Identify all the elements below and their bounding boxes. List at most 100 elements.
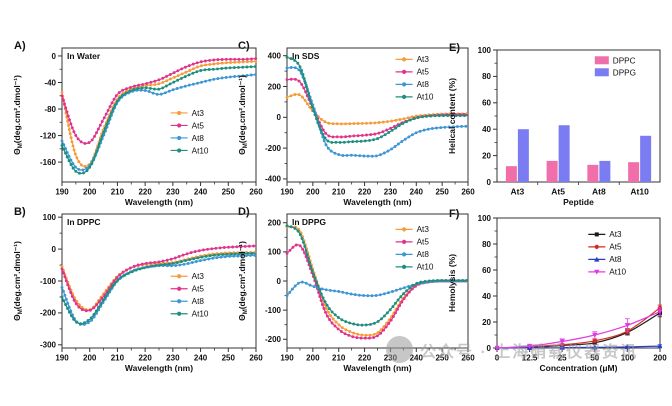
svg-text:0: 0 [495,354,500,363]
svg-text:-200: -200 [40,309,57,318]
svg-text:At5: At5 [609,243,622,252]
panel-label-b: B) [14,206,26,218]
svg-text:230: 230 [166,188,180,197]
svg-text:240: 240 [410,354,424,363]
svg-text:190: 190 [55,188,69,197]
svg-text:40: 40 [482,292,491,301]
svg-text:In DPPG: In DPPG [292,217,326,227]
svg-text:ΘM(deg.cm².dmol⁻¹): ΘM(deg.cm².dmol⁻¹) [237,241,249,321]
svg-text:250: 250 [435,188,449,197]
svg-text:-100: -100 [40,277,57,286]
svg-text:80: 80 [482,72,491,81]
svg-text:ΘM(deg.cm².dmol⁻¹): ΘM(deg.cm².dmol⁻¹) [237,75,249,155]
svg-text:Wavelength (nm): Wavelength (nm) [343,197,411,207]
series-At3 [60,59,258,168]
svg-text:250: 250 [222,354,236,363]
panel-label-a: A) [14,40,26,52]
svg-text:190: 190 [280,188,294,197]
svg-text:At5: At5 [192,121,205,130]
svg-text:210: 210 [111,354,125,363]
svg-text:220: 220 [138,354,152,363]
series-At10 [285,224,469,327]
bar-DPPG-At8 [599,160,611,182]
bar-DPPG-At10 [640,135,652,182]
svg-text:0: 0 [487,178,492,187]
series-At10 [60,65,257,175]
svg-text:ΘM(deg.cm².dmol⁻¹): ΘM(deg.cm².dmol⁻¹) [12,241,24,321]
bar-DPPG-At3 [517,129,529,182]
svg-text:At3: At3 [417,55,430,64]
svg-text:20: 20 [482,151,491,160]
svg-text:210: 210 [111,188,125,197]
svg-text:250: 250 [222,188,236,197]
legend: At3 At5 At8 At10 [588,230,627,277]
svg-text:At8: At8 [192,134,205,143]
bar-DPPC-At3 [505,166,517,182]
panel-label-c: C) [238,40,250,52]
chart-cd-in-dppc: 100 0 -100 -200 -300 In DPPC Wavelength (nm) ΘM… [12,213,263,373]
legend: At3 At5 At8 At10 [395,225,434,272]
series-At5 [60,244,257,313]
series-At10 [495,307,662,350]
svg-text:0: 0 [52,52,57,61]
svg-text:-120: -120 [40,131,57,140]
chart-helical-content-bars: 0 20 40 60 80 100 Peptide Helical content (%) At… [447,46,661,207]
svg-text:At10: At10 [417,263,434,272]
series-At8 [495,343,662,350]
series-At10 [285,55,468,144]
legend: At3 At5 At8 At10 [170,272,209,319]
bar-DPPC-At8 [587,164,599,182]
bar-DPPG-At5 [558,125,570,182]
legend: At3 At5 At8 At10 [395,55,434,102]
svg-text:220: 220 [358,354,372,363]
svg-text:200: 200 [306,354,320,363]
svg-text:At5: At5 [417,238,430,247]
svg-text:200: 200 [306,188,320,197]
svg-text:60: 60 [482,99,491,108]
svg-text:400: 400 [268,52,282,61]
svg-text:-400: -400 [265,175,282,184]
svg-text:-200: -200 [265,144,282,153]
svg-text:ΘM(deg.cm².dmol⁻¹): ΘM(deg.cm².dmol⁻¹) [12,75,24,155]
svg-text:Helical content (%): Helical content (%) [447,78,457,154]
svg-text:Wavelength (nm): Wavelength (nm) [125,197,193,207]
svg-text:In SDS: In SDS [292,51,320,61]
svg-text:At8: At8 [192,297,205,306]
series-At10 [60,251,257,326]
svg-text:At10: At10 [630,187,649,197]
svg-text:At3: At3 [192,272,205,281]
chart-cd-in-water: 0 -40 -80 -120 -160 In Water Wavelength (nm) ΘM… [12,47,263,207]
svg-text:240: 240 [194,188,208,197]
svg-text:At10: At10 [609,268,626,277]
series-At5 [60,57,258,145]
series-At8 [285,66,469,158]
svg-text:230: 230 [166,354,180,363]
svg-text:210: 210 [332,354,346,363]
svg-text:100: 100 [478,46,492,55]
svg-text:At3: At3 [609,230,622,239]
chart-cd-in-dppg: 200 100 0 -100 -200 In DPPG Wavelength (nm) ΘM(… [237,213,475,373]
svg-text:DPPG: DPPG [613,68,636,77]
svg-text:At8: At8 [417,80,430,89]
svg-text:At10: At10 [192,310,209,319]
svg-text:0: 0 [52,245,57,254]
bar-DPPC-At5 [546,160,558,182]
svg-text:At5: At5 [551,187,565,197]
series-At3 [60,250,257,312]
svg-text:-80: -80 [44,105,56,114]
svg-text:Wavelength (nm): Wavelength (nm) [343,363,411,373]
svg-text:In DPPC: In DPPC [67,217,101,227]
svg-text:210: 210 [332,188,346,197]
svg-text:-160: -160 [40,158,57,167]
svg-text:0: 0 [277,113,282,122]
svg-text:0: 0 [277,277,282,286]
svg-text:100: 100 [478,214,492,223]
svg-text:230: 230 [384,188,398,197]
svg-text:12.5: 12.5 [522,354,538,363]
panel-label-d: D) [238,206,250,218]
svg-text:20: 20 [482,318,491,327]
svg-text:At8: At8 [592,187,606,197]
svg-text:25: 25 [558,354,567,363]
svg-text:260: 260 [461,354,475,363]
